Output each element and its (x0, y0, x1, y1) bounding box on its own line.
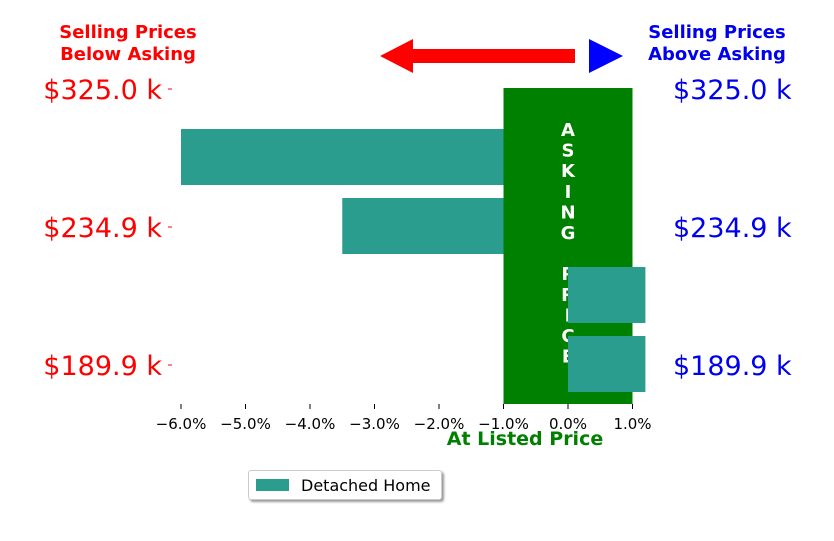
y-tick-label-left-3: $189.9 k (43, 351, 162, 382)
x-axis: −6.0% −5.0% −4.0% −3.0% −2.0% −1.0% 0.0% 1.0% (156, 404, 652, 433)
y-tick-label-left-2: $234.9 k (43, 213, 162, 244)
x-tick-label-1: −6.0% (156, 415, 207, 433)
y-tick-label-left-1: $325.0 k (43, 75, 162, 106)
band-letter-1: A (561, 120, 575, 141)
x-axis-label: At Listed Price (447, 428, 603, 450)
bar-3 (568, 267, 646, 323)
legend-swatch (256, 479, 289, 491)
y-tick-label-right-1: $325.0 k (673, 75, 792, 106)
below-asking-title-line1: Selling Prices (59, 22, 196, 43)
x-tick-label-3: −4.0% (285, 415, 336, 433)
band-letter-6: G (561, 223, 576, 244)
below-asking-title-line2: Below Asking (60, 44, 196, 65)
asking-price-band-label: ASKINGPRICE (560, 120, 576, 368)
above-asking-title-line1: Selling Prices (648, 22, 785, 43)
x-tick-label-8: 1.0% (613, 415, 651, 433)
x-tick-label-5: −2.0% (414, 415, 465, 433)
right-bars-layer (568, 267, 646, 392)
y-axis-left: $325.0 k $234.9 k $189.9 k (43, 75, 172, 382)
x-tick-label-7: 0.0% (549, 415, 587, 433)
x-tick-label-6: −1.0% (478, 415, 529, 433)
legend-label: Detached Home (301, 476, 431, 495)
above-asking-title-line2: Above Asking (648, 44, 786, 65)
bar-4 (568, 336, 646, 392)
y-tick-label-right-3: $189.9 k (673, 351, 792, 382)
band-letter-5: N (560, 202, 575, 223)
legend: Detached Home (248, 470, 442, 500)
x-tick-label-2: −5.0% (220, 415, 271, 433)
y-tick-label-right-2: $234.9 k (673, 213, 792, 244)
x-tick-label-4: −3.0% (349, 415, 400, 433)
band-letter-2: S (562, 141, 575, 162)
band-letter-4: I (565, 182, 572, 203)
band-letter-3: K (561, 161, 576, 182)
right-arrow-icon (589, 39, 623, 73)
left-arrow-icon (380, 39, 575, 73)
y-axis-right: $325.0 k $234.9 k $189.9 k (673, 75, 792, 382)
